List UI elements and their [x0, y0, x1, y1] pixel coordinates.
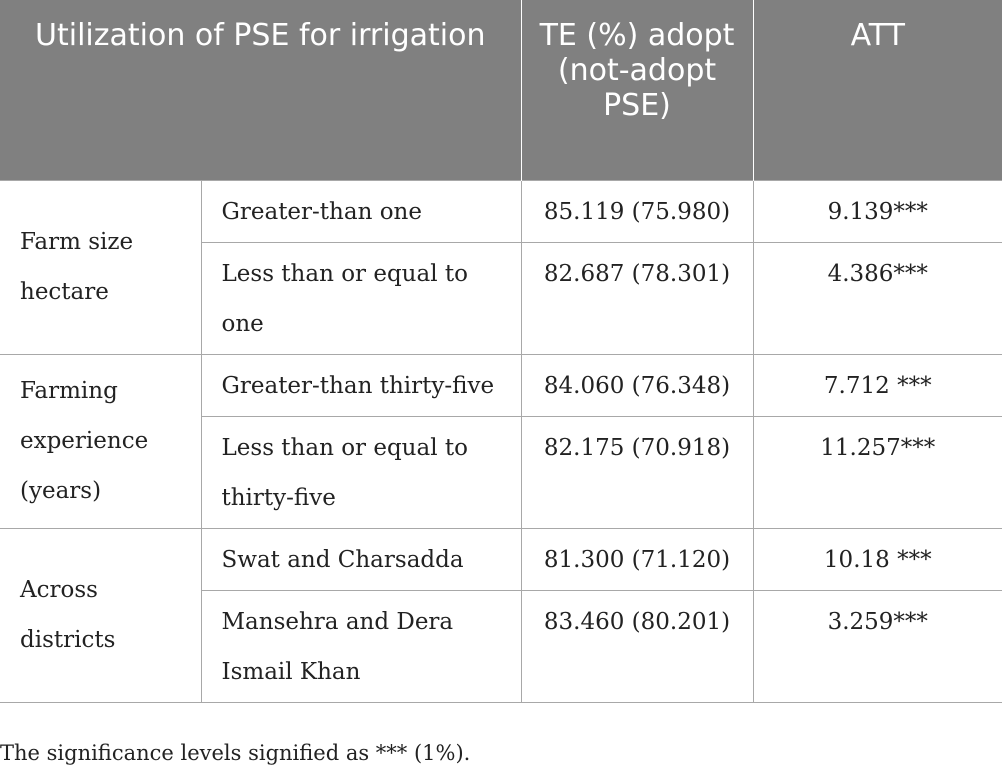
group-label-farm-size: Farm size hectare [0, 179, 202, 355]
table-row: Farming experience (years) Greater-than … [0, 353, 1002, 529]
row-att: 3.259*** [752, 589, 1002, 703]
row-te: 84.060 (76.348) [520, 353, 754, 417]
header-te: TE (%) adopt (not-adopt PSE) [521, 0, 754, 180]
table-row: Mansehra and Dera Ismail Khan 83.460 (80… [0, 589, 1002, 703]
header-row: Utilization of PSE for irrigation TE (%)… [0, 0, 1002, 180]
row-category: Greater-than thirty-five [200, 353, 522, 417]
row-te: 82.687 (78.301) [520, 241, 754, 355]
row-category: Less than or equal to one [200, 241, 522, 355]
row-category: Swat and Charsadda [200, 527, 522, 591]
row-category: Greater-than one [200, 179, 522, 243]
group-label-across-districts: Across districts [0, 527, 202, 703]
row-category: Less than or equal to thirty-five [200, 415, 522, 529]
row-te: 83.460 (80.201) [520, 589, 754, 703]
header-utilization: Utilization of PSE for irrigation [0, 0, 522, 180]
header-att: ATT [753, 0, 1002, 180]
row-att: 11.257*** [752, 415, 1002, 529]
row-category: Mansehra and Dera Ismail Khan [200, 589, 522, 703]
row-att: 9.139*** [752, 179, 1002, 243]
row-te: 85.119 (75.980) [520, 179, 754, 243]
results-table: Utilization of PSE for irrigation TE (%)… [0, 0, 1002, 703]
row-te: 82.175 (70.918) [520, 415, 754, 529]
table-row: Across districts Swat and Charsadda 81.3… [0, 527, 1002, 703]
row-att: 7.712 *** [752, 353, 1002, 417]
row-att: 4.386*** [752, 241, 1002, 355]
row-att: 10.18 *** [752, 527, 1002, 591]
row-te: 81.300 (71.120) [520, 527, 754, 591]
table-row: Farm size hectare Greater-than one 85.11… [0, 179, 1002, 355]
group-label-farming-experience: Farming experience (years) [0, 353, 202, 529]
table-footnote: The significance levels signified as ***… [0, 741, 471, 765]
table-row: Less than or equal to thirty-five 82.175… [0, 415, 1002, 529]
